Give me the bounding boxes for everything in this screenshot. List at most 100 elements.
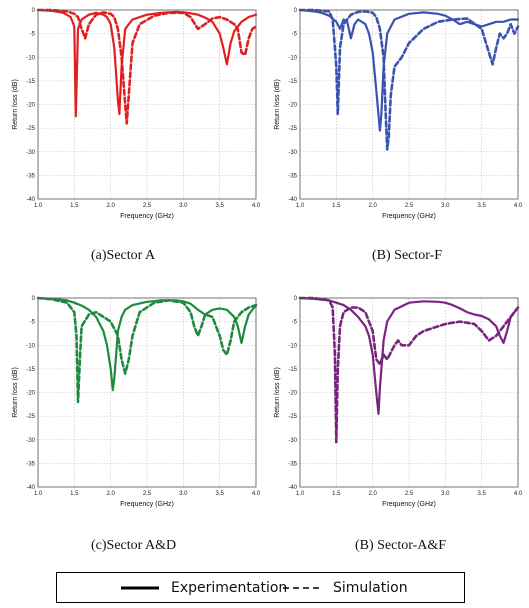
x-tick-label: 4.0 <box>514 491 523 497</box>
x-tick-label: 1.0 <box>34 491 43 497</box>
caption-sector-a-d: (c)Sector A&D <box>91 538 177 553</box>
y-tick-label: -20 <box>288 391 297 397</box>
y-tick-label: -15 <box>26 367 35 373</box>
chart-sector-a: 1.0 1.5 2.0 2.5 3.0 3.5 4.0 0 -5 -10 -15 -20 -25 -30 -… <box>0 0 264 222</box>
x-tick-label: 2.5 <box>143 491 152 497</box>
plot-frame <box>37 9 257 200</box>
y-tick-label: -10 <box>26 55 35 61</box>
y-tick-label: -30 <box>288 150 297 156</box>
x-tick-label: 4.0 <box>252 491 261 497</box>
y-tick-label: -25 <box>288 126 297 132</box>
y-axis-label: Return loss (dB) <box>12 367 19 418</box>
x-tick-label: 2.5 <box>143 203 152 209</box>
x-tick-label: 3.0 <box>441 203 450 209</box>
x-tick-label: 2.5 <box>405 203 414 209</box>
x-axis-label: Frequency (GHz) <box>382 213 436 220</box>
y-tick-label: 0 <box>32 8 36 14</box>
y-tick-label: -40 <box>288 197 297 203</box>
legend-label-simulation: Simulation <box>333 579 408 596</box>
x-tick-label: 2.0 <box>368 491 377 497</box>
legend-item-simulation: Simulation <box>283 573 408 602</box>
x-tick-label: 3.5 <box>215 203 224 209</box>
y-tick-label: -35 <box>26 461 35 467</box>
x-tick-label: 2.0 <box>106 203 115 209</box>
x-tick-label: 1.5 <box>332 491 341 497</box>
y-tick-label: -15 <box>26 79 35 85</box>
y-tick-label: -5 <box>30 320 36 326</box>
y-tick-label: 0 <box>294 296 298 302</box>
y-axis-label: Return loss (dB) <box>12 79 19 130</box>
plot-frame <box>299 9 519 200</box>
x-axis-label: Frequency (GHz) <box>120 213 174 220</box>
chart-svg: 1.0 1.5 2.0 2.5 3.0 3.5 4.0 0 -5 -10 -15 -20 -25 -30 -… <box>12 296 261 508</box>
series-line-experimentation <box>298 296 520 415</box>
y-tick-label: -40 <box>288 485 297 491</box>
y-tick-label: -30 <box>26 438 35 444</box>
y-tick-label: -15 <box>288 367 297 373</box>
y-tick-label: -5 <box>292 320 298 326</box>
x-axis-label: Frequency (GHz) <box>120 501 174 508</box>
y-tick-label: -20 <box>26 103 35 109</box>
chart-sector-a-f: 1.0 1.5 2.0 2.5 3.0 3.5 4.0 0 -5 -10 -15 -20 -25 -30 -… <box>262 288 526 510</box>
x-tick-label: 1.5 <box>70 491 79 497</box>
y-tick-label: -40 <box>26 485 35 491</box>
legend-label-experimentation: Experimentation <box>171 579 288 596</box>
y-axis-label: Return loss (dB) <box>274 79 281 130</box>
series-line-simulation <box>298 8 520 151</box>
legend: Experimentation Simulation <box>56 572 465 603</box>
y-tick-label: 0 <box>294 8 298 14</box>
y-tick-label: -30 <box>26 150 35 156</box>
x-tick-label: 4.0 <box>514 203 523 209</box>
y-tick-label: -35 <box>26 173 35 179</box>
x-tick-label: 1.0 <box>296 491 305 497</box>
caption-sector-a-f: (B) Sector-A&F <box>355 538 447 553</box>
chart-sector-a-d: 1.0 1.5 2.0 2.5 3.0 3.5 4.0 0 -5 -10 -15 -20 -25 -30 -… <box>0 288 264 510</box>
y-tick-label: -40 <box>26 197 35 203</box>
y-tick-label: -20 <box>26 391 35 397</box>
chart-svg: 1.0 1.5 2.0 2.5 3.0 3.5 4.0 0 -5 -10 -15 -20 -25 -30 -… <box>274 8 523 220</box>
y-tick-label: -5 <box>30 32 36 38</box>
caption-sector-a: (a)Sector A <box>91 248 156 263</box>
y-tick-label: -10 <box>288 55 297 61</box>
x-tick-label: 3.0 <box>179 203 188 209</box>
y-tick-label: -35 <box>288 461 297 467</box>
chart-svg: 1.0 1.5 2.0 2.5 3.0 3.5 4.0 0 -5 -10 -15 -20 -25 -30 -… <box>274 296 523 508</box>
y-axis-label: Return loss (dB) <box>274 367 281 418</box>
x-tick-label: 3.0 <box>441 491 450 497</box>
legend-solid-line-icon <box>121 586 159 589</box>
x-tick-label: 3.5 <box>477 203 486 209</box>
x-tick-label: 1.0 <box>296 203 305 209</box>
x-tick-label: 3.0 <box>179 491 188 497</box>
x-tick-label: 4.0 <box>252 203 261 209</box>
y-tick-label: -10 <box>26 343 35 349</box>
y-tick-label: -5 <box>292 32 298 38</box>
chart-sector-f: 1.0 1.5 2.0 2.5 3.0 3.5 4.0 0 -5 -10 -15 -20 -25 -30 -… <box>262 0 526 222</box>
y-tick-label: -10 <box>288 343 297 349</box>
x-tick-label: 2.0 <box>106 491 115 497</box>
x-tick-label: 3.5 <box>215 491 224 497</box>
y-tick-label: -35 <box>288 173 297 179</box>
series-line-experimentation <box>36 296 258 392</box>
y-tick-label: -25 <box>26 126 35 132</box>
series-line-simulation <box>298 296 520 444</box>
legend-dashed-line-icon <box>283 586 321 589</box>
plot-frame <box>37 297 257 488</box>
series-line-simulation <box>36 296 258 404</box>
x-tick-label: 1.5 <box>332 203 341 209</box>
x-tick-label: 1.5 <box>70 203 79 209</box>
series-line-simulation <box>36 8 258 125</box>
x-tick-label: 2.0 <box>368 203 377 209</box>
x-tick-label: 1.0 <box>34 203 43 209</box>
x-tick-label: 2.5 <box>405 491 414 497</box>
x-axis-label: Frequency (GHz) <box>382 501 436 508</box>
legend-item-experimentation: Experimentation <box>121 573 287 602</box>
caption-sector-f: (B) Sector-F <box>372 248 443 263</box>
y-tick-label: -25 <box>288 414 297 420</box>
y-tick-label: -30 <box>288 438 297 444</box>
y-tick-label: 0 <box>32 296 36 302</box>
x-tick-label: 3.5 <box>477 491 486 497</box>
y-tick-label: -15 <box>288 79 297 85</box>
y-tick-label: -25 <box>26 414 35 420</box>
series-line-experimentation <box>36 8 258 118</box>
chart-svg: 1.0 1.5 2.0 2.5 3.0 3.5 4.0 0 -5 -10 -15 -20 -25 -30 -… <box>12 8 261 220</box>
